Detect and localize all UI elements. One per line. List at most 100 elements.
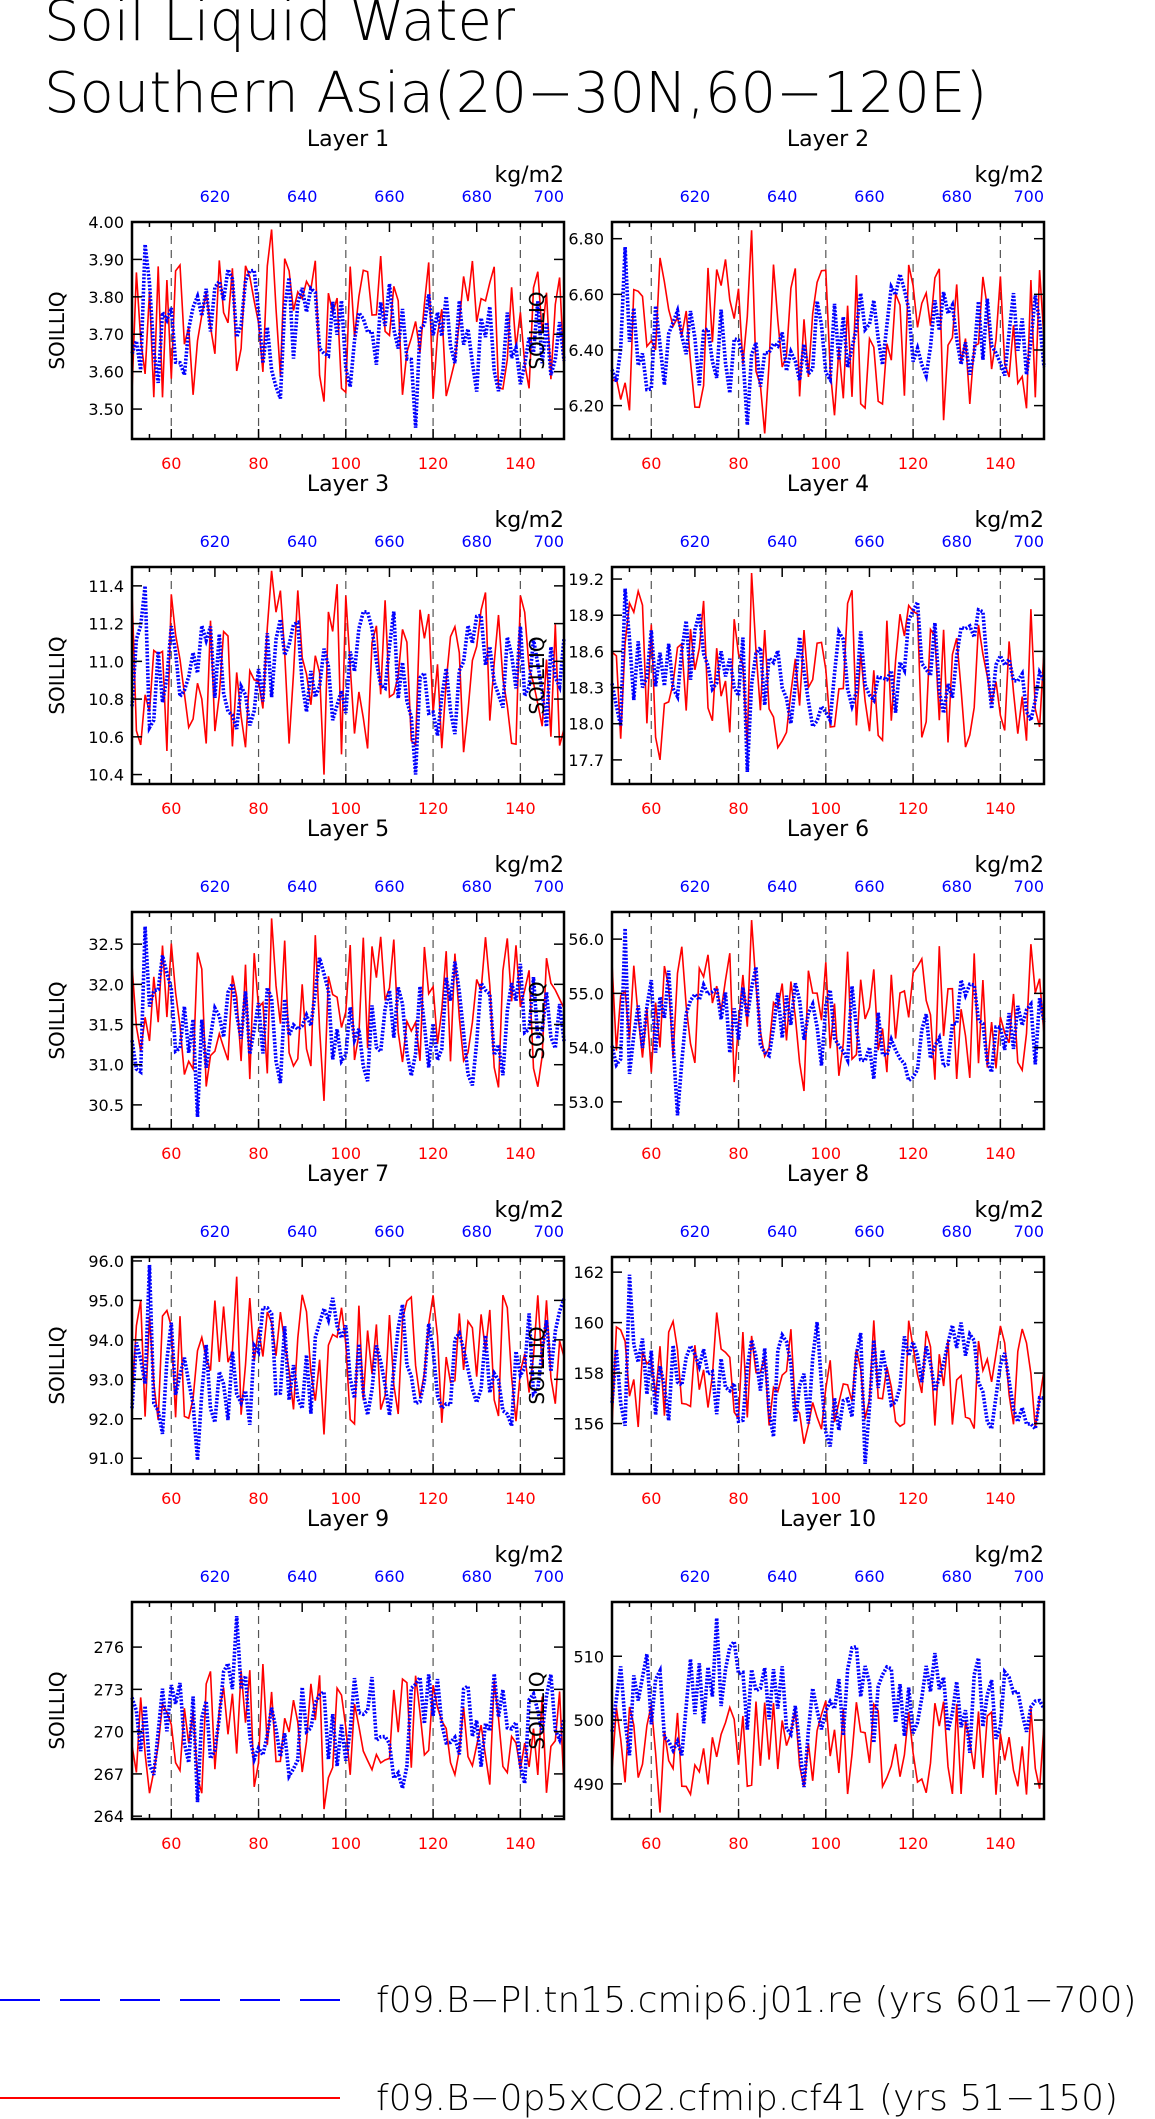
- y-tick-label: 276: [93, 1638, 124, 1657]
- series-line-pi: [610, 588, 1046, 772]
- y-tick-label: 3.60: [88, 363, 124, 382]
- x-top-tick-label: 700: [533, 1567, 564, 1586]
- y-tick-label: 94.0: [88, 1331, 124, 1350]
- y-tick-label: 500: [573, 1711, 604, 1730]
- top-axis-unit-label: kg/m2: [974, 1543, 1044, 1568]
- y-tick-label: 11.2: [88, 615, 124, 634]
- x-bottom-tick-label: 60: [641, 1144, 661, 1163]
- y-tick-label: 267: [93, 1765, 124, 1784]
- x-bottom-tick-label: 100: [331, 454, 362, 473]
- series-line-pi: [610, 246, 1046, 426]
- x-top-tick-label: 680: [941, 187, 972, 206]
- y-axis-label: SOILLIQ: [525, 1671, 549, 1749]
- panel-title: Layer 6: [787, 817, 869, 842]
- y-tick-label: 32.0: [88, 975, 124, 994]
- panel-title: Layer 9: [307, 1507, 389, 1532]
- y-tick-label: 162: [573, 1263, 604, 1282]
- top-axis-unit-label: kg/m2: [494, 853, 564, 878]
- series-line-pi: [130, 585, 566, 775]
- y-tick-label: 53.0: [568, 1093, 604, 1112]
- x-bottom-tick-label: 100: [331, 1834, 362, 1853]
- plot-frame: [610, 910, 1046, 1131]
- series-line-0p5xco2: [131, 918, 565, 1101]
- x-top-tick-label: 660: [854, 1567, 885, 1586]
- top-axis-unit-label: kg/m2: [494, 508, 564, 533]
- x-top-tick-label: 620: [200, 1567, 231, 1586]
- x-top-tick-label: 620: [680, 187, 711, 206]
- y-tick-label: 31.5: [88, 1016, 124, 1035]
- top-axis-unit-label: kg/m2: [974, 853, 1044, 878]
- x-top-tick-label: 640: [767, 1222, 798, 1241]
- x-bottom-tick-label: 120: [418, 1144, 449, 1163]
- y-tick-label: 17.7: [568, 751, 604, 770]
- panel-title: Layer 7: [307, 1162, 389, 1187]
- x-bottom-tick-label: 120: [898, 1489, 929, 1508]
- y-axis-label: SOILLIQ: [525, 1326, 549, 1404]
- y-tick-label: 6.40: [568, 341, 604, 360]
- panel-layer-9: Layer 9 kg/m2 SOILLIQ 60 80 100 120 140 620 640 66…: [45, 1507, 566, 1853]
- y-tick-label: 6.80: [568, 230, 604, 249]
- y-tick-label: 510: [573, 1647, 604, 1666]
- panel-title: Layer 8: [787, 1162, 869, 1187]
- x-bottom-tick-label: 140: [985, 799, 1016, 818]
- top-axis-unit-label: kg/m2: [974, 508, 1044, 533]
- panel-title: Layer 2: [787, 127, 869, 152]
- panel-layer-4: Layer 4 kg/m2 SOILLIQ 60 80 100 120 140 620 640 66…: [525, 472, 1046, 818]
- legend-label-pi: f09.B−PI.tn15.cmip6.j01.re (yrs 601−700): [376, 1980, 1137, 2021]
- x-bottom-tick-label: 100: [331, 1144, 362, 1163]
- y-tick-label: 10.6: [88, 728, 124, 747]
- x-top-tick-label: 680: [941, 877, 972, 896]
- series-line-pi: [610, 1617, 1046, 1788]
- panel-title: Layer 5: [307, 817, 389, 842]
- x-top-tick-label: 660: [374, 877, 405, 896]
- y-tick-label: 18.0: [568, 715, 604, 734]
- series-line-0p5xco2: [611, 1700, 1045, 1813]
- x-top-tick-label: 680: [941, 1567, 972, 1586]
- x-bottom-tick-label: 120: [898, 1144, 929, 1163]
- x-bottom-tick-label: 80: [728, 454, 748, 473]
- y-tick-label: 19.2: [568, 570, 604, 589]
- y-tick-label: 11.0: [88, 652, 124, 671]
- y-tick-label: 10.8: [88, 690, 124, 709]
- x-bottom-tick-label: 120: [418, 1489, 449, 1508]
- x-bottom-tick-label: 100: [811, 1489, 842, 1508]
- y-tick-label: 3.80: [88, 288, 124, 307]
- y-tick-label: 264: [93, 1807, 124, 1826]
- x-bottom-tick-label: 140: [505, 799, 536, 818]
- x-bottom-tick-label: 60: [161, 1834, 181, 1853]
- x-top-tick-label: 680: [461, 187, 492, 206]
- figure-title-line1: Soil Liquid Water: [44, 0, 515, 54]
- x-bottom-tick-label: 60: [641, 1489, 661, 1508]
- x-top-tick-label: 660: [854, 1222, 885, 1241]
- panel-layer-6: Layer 6 kg/m2 SOILLIQ 60 80 100 120 140 620 640 66…: [525, 817, 1046, 1163]
- y-tick-label: 158: [573, 1364, 604, 1383]
- x-top-tick-label: 620: [200, 532, 231, 551]
- y-axis-label: SOILLIQ: [45, 291, 69, 369]
- x-bottom-tick-label: 140: [505, 1144, 536, 1163]
- x-bottom-tick-label: 80: [728, 1144, 748, 1163]
- x-top-tick-label: 620: [680, 1567, 711, 1586]
- x-bottom-tick-label: 140: [985, 1144, 1016, 1163]
- x-bottom-tick-label: 140: [505, 1489, 536, 1508]
- x-bottom-tick-label: 140: [505, 1834, 536, 1853]
- y-axis-label: SOILLIQ: [45, 981, 69, 1059]
- y-tick-label: 490: [573, 1775, 604, 1794]
- x-top-tick-label: 660: [854, 532, 885, 551]
- y-axis-label: SOILLIQ: [525, 291, 549, 369]
- x-bottom-tick-label: 100: [811, 454, 842, 473]
- x-top-tick-label: 620: [200, 187, 231, 206]
- series-line-0p5xco2: [131, 570, 565, 775]
- x-top-tick-label: 700: [1013, 532, 1044, 551]
- x-top-tick-label: 700: [1013, 1222, 1044, 1241]
- legend-label-0p5xco2: f09.B−0p5xCO2.cfmip.cf41 (yrs 51−150): [376, 2078, 1118, 2119]
- x-top-tick-label: 620: [680, 532, 711, 551]
- y-tick-label: 31.0: [88, 1056, 124, 1075]
- x-top-tick-label: 680: [461, 1567, 492, 1586]
- x-bottom-tick-label: 60: [641, 1834, 661, 1853]
- x-top-tick-label: 680: [461, 1222, 492, 1241]
- x-top-tick-label: 620: [680, 1222, 711, 1241]
- plot-frame: [130, 220, 566, 441]
- y-tick-label: 3.90: [88, 250, 124, 269]
- x-bottom-tick-label: 100: [811, 799, 842, 818]
- x-top-tick-label: 700: [533, 187, 564, 206]
